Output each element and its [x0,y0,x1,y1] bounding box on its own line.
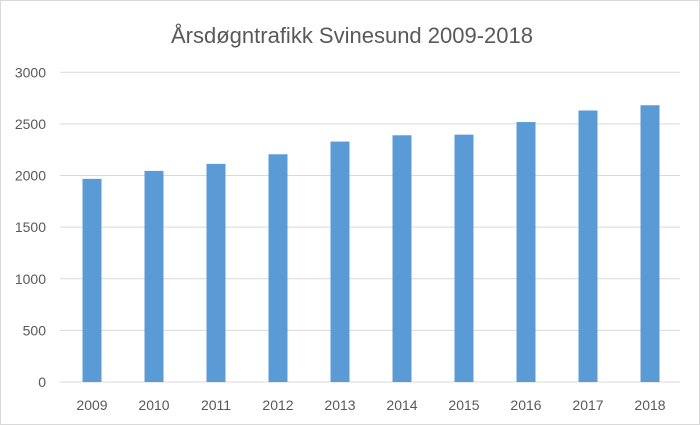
x-tick-label: 2013 [324,397,355,413]
x-tick-label: 2010 [138,397,169,413]
y-tick-label: 3000 [15,64,46,80]
bar-2014 [392,135,412,382]
x-tick-label: 2018 [634,397,665,413]
x-tick-label: 2017 [572,397,603,413]
x-tick-label: 2012 [262,397,293,413]
y-tick-label: 2000 [15,168,46,184]
bar-2015 [454,134,474,382]
bar-2018 [640,105,660,382]
bar-2009 [82,178,102,382]
x-tick-label: 2015 [448,397,479,413]
y-axis-ticks: 0 500 1000 1500 2000 2500 3000 [15,64,46,390]
x-tick-label: 2011 [201,397,231,413]
x-axis-ticks: 2009 2010 2011 2012 2013 2014 2015 2016 2017 2018 [76,397,665,413]
y-tick-label: 0 [38,374,46,390]
bar-2012 [268,154,288,382]
x-tick-label: 2016 [510,397,541,413]
bar-2010 [144,170,164,382]
chart-title: Årsdøgntrafikk Svinesund 2009-2018 [171,23,533,48]
bar-2013 [330,141,350,382]
y-tick-label: 1000 [15,271,46,287]
y-tick-label: 2500 [15,116,46,132]
bar-2011 [206,163,226,382]
bar-2017 [578,110,598,382]
bars [82,105,660,382]
y-tick-label: 1500 [15,219,46,235]
bar-2016 [516,122,536,382]
x-tick-label: 2009 [76,397,107,413]
x-tick-label: 2014 [386,397,417,413]
y-tick-label: 500 [23,322,47,338]
